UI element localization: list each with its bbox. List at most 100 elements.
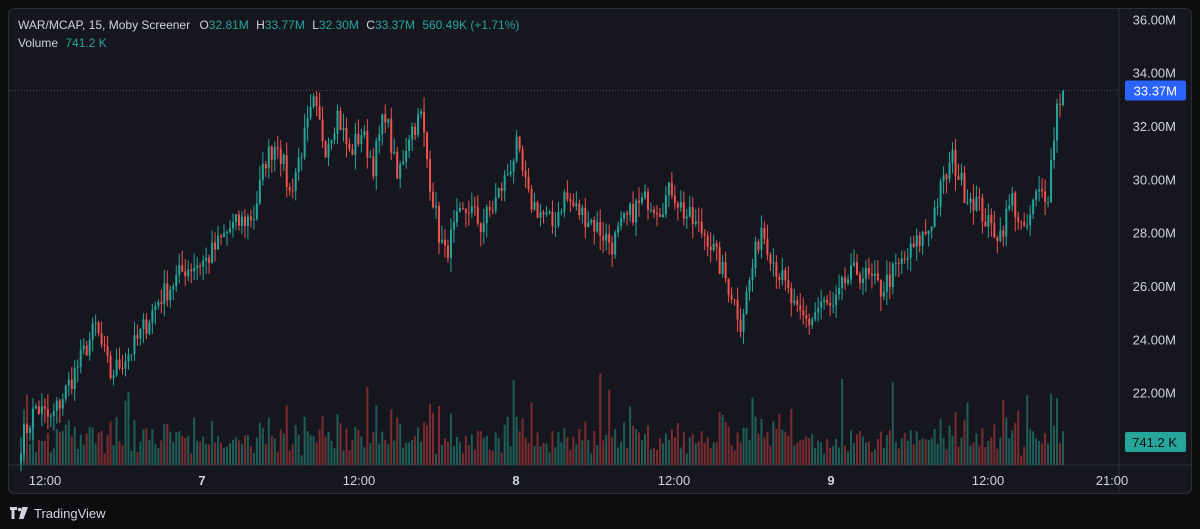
candle-body [515,136,518,161]
volume-bar [109,421,112,465]
candle-body [240,216,243,226]
candle-body [333,133,336,140]
candle-body [563,192,566,212]
volume-bar [1005,417,1008,465]
volume-bar [649,449,652,465]
candle-body [608,233,611,243]
volume-bar [402,447,405,465]
tradingview-logo-icon[interactable] [10,507,28,519]
candle-body [509,171,512,175]
candle-body [321,119,324,142]
volume-bar [160,440,163,465]
volume-bar [611,436,614,465]
volume-bar [509,446,512,465]
candle-body [566,192,569,200]
candle-body [927,230,930,234]
candle-body [960,172,963,180]
candle-body [246,216,249,226]
volume-bar [954,412,957,465]
candle-body [903,258,906,260]
volume-bar [231,439,234,465]
volume-bar [309,435,312,465]
volume-bar [805,436,808,465]
close-value: 33.37M [374,18,415,32]
candle-body [330,139,333,144]
volume-bar [426,425,429,465]
candle-body [324,141,327,158]
candle-body [443,239,446,246]
volume-bar [847,451,850,465]
candle-body [452,222,455,230]
candle-body [885,274,888,292]
candle-body [703,233,706,236]
candle-body [739,319,742,332]
volume-bar [297,434,300,465]
volume-bar [766,431,769,465]
volume-bar [324,436,327,465]
volume-bar [876,438,879,465]
candle-body [20,453,22,462]
volume-bar [369,443,372,465]
candle-body [963,172,966,203]
candle-body [476,207,479,224]
volume-bar [781,429,784,465]
chart-panel[interactable]: 20.00M22.00M24.00M26.00M28.00M30.00M32.0… [8,8,1192,494]
volume-bar [417,427,420,465]
symbol-name[interactable]: WAR/MCAP [18,18,83,32]
candle-body [426,132,429,160]
volume-bar [987,441,990,465]
candle-body [632,203,635,223]
candle-body [652,209,655,214]
volume-bar [703,442,706,465]
volume-bar [249,446,252,465]
volume-bar [1062,431,1064,465]
volume-bar [443,438,446,465]
y-tick-label: 22.00M [1133,386,1176,401]
candle-body [52,411,55,416]
y-tick-label: 28.00M [1133,226,1176,241]
volume-bar [572,436,575,465]
candle-body [867,267,870,274]
candle-body [832,305,835,307]
candle-body [282,155,285,164]
volume-bar [790,409,793,465]
candle-body [784,270,787,281]
volume-bar [739,442,742,465]
candle-body [455,211,458,223]
candle-body [718,246,721,275]
candle-body [518,136,521,150]
volume-bar [969,445,972,465]
volume-label[interactable]: Volume [18,36,59,50]
candle-body [381,114,384,135]
candlestick-chart[interactable]: 20.00M22.00M24.00M26.00M28.00M30.00M32.0… [9,9,1192,494]
x-tick-label: 9 [827,473,834,488]
candle-body [853,262,856,266]
candle-body [112,375,115,379]
candle-body [223,233,226,238]
candle-body [70,379,73,390]
volume-bar [187,435,190,465]
volume-bar [306,430,309,465]
volume-bar [420,441,423,465]
candle-body [1044,191,1047,202]
candle-body [876,273,879,281]
candle-body [838,288,841,295]
interval-label[interactable]: 15 [88,18,103,32]
volume-bar [709,448,712,465]
candle-body [449,229,452,259]
candle-body [993,222,996,238]
candle-body [569,199,572,202]
candle-body [387,118,390,123]
volume-bar [861,436,864,465]
y-tick-label: 24.00M [1133,332,1176,347]
candle-body [357,133,360,145]
high-value: 33.77M [264,18,305,32]
volume-bar [1017,410,1020,465]
volume-bar [521,418,524,465]
candle-body [850,265,853,280]
candle-body [999,230,1002,241]
volume-bar [414,436,417,465]
x-tick-label: 7 [198,473,205,488]
volume-bar [772,421,775,465]
candle-body [626,213,629,215]
